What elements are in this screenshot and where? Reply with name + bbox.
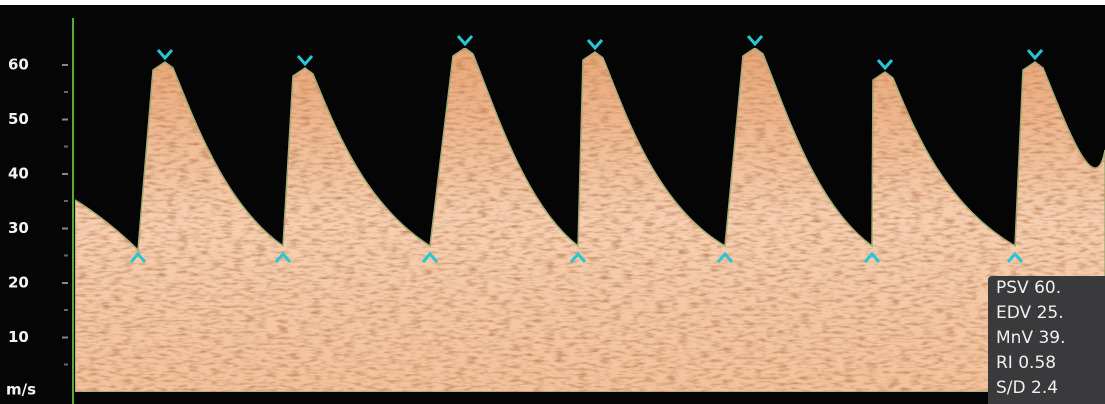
axis-label: 40 [8, 165, 29, 183]
axis-unit: m/s [6, 381, 36, 399]
measurement: RI 0.58 [988, 351, 1105, 376]
doppler-screen: 60 50 40 30 20 10 m/s PSV 60.EDV 25.MnV 39.RI … [0, 0, 1105, 404]
measurement: S/D 2.4 [988, 376, 1105, 401]
axis-label: 50 [8, 110, 29, 128]
spectral-display: 60 50 40 30 20 10 m/s [0, 0, 1105, 404]
measurement: PSV 60. [988, 276, 1105, 301]
measurement: EDV 25. [988, 301, 1105, 326]
axis-label: 20 [8, 274, 29, 292]
axis-label: 60 [8, 56, 29, 74]
axis-label: 10 [8, 328, 29, 346]
axis-label: 30 [8, 219, 29, 237]
measurement: MnV 39. [988, 326, 1105, 351]
